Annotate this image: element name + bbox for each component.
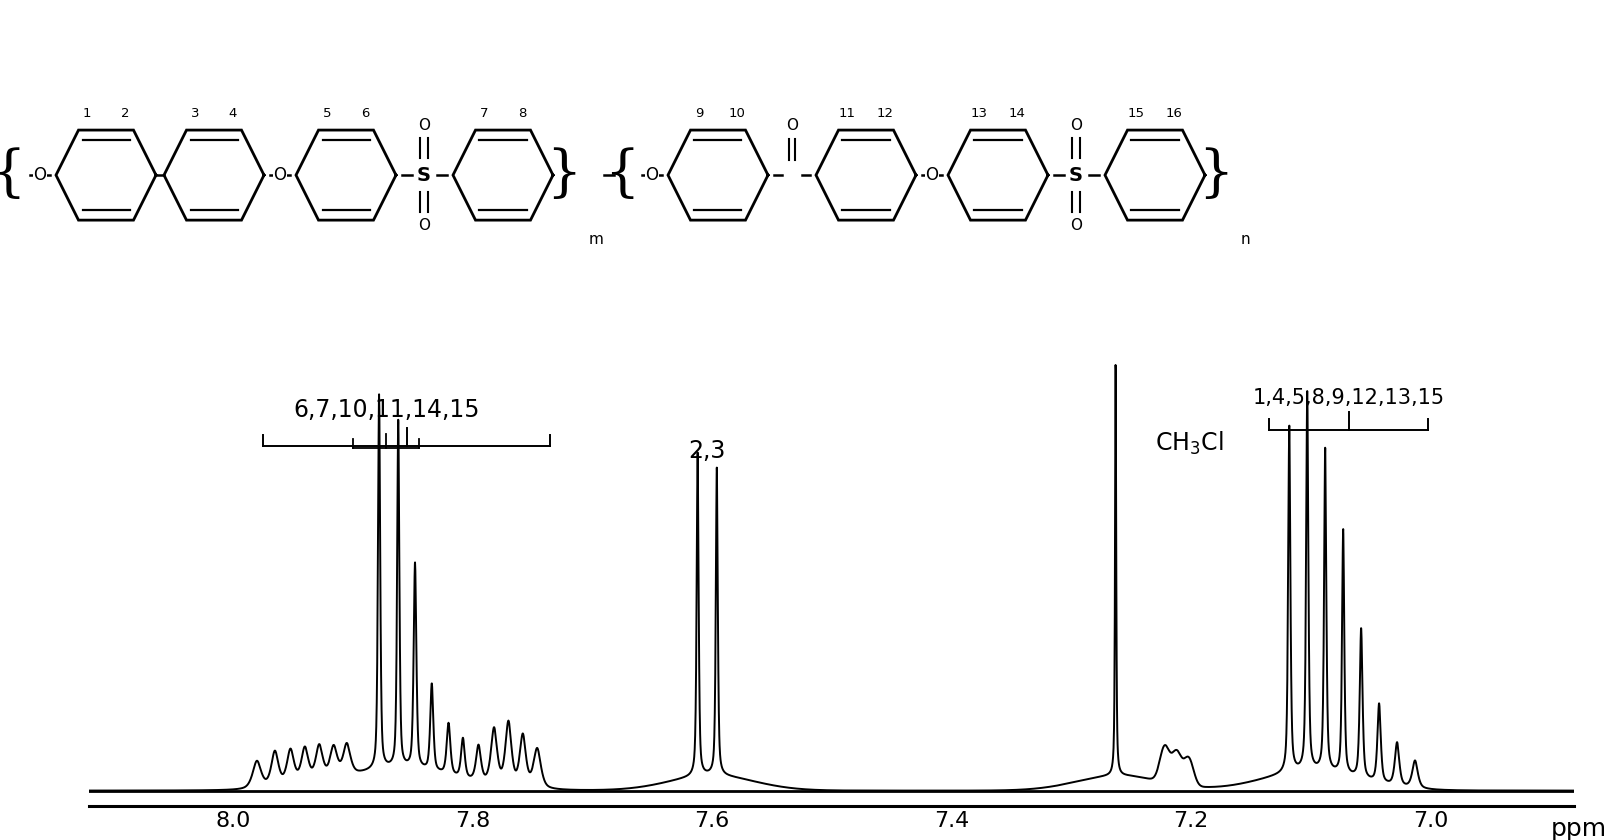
- Text: 13: 13: [971, 107, 987, 120]
- Text: }: }: [1198, 148, 1233, 202]
- Text: 12: 12: [876, 107, 894, 120]
- Text: n: n: [1242, 232, 1251, 247]
- Text: O: O: [925, 166, 938, 184]
- Text: {: {: [604, 148, 639, 202]
- Text: 7: 7: [480, 107, 489, 120]
- Text: ppm: ppm: [1550, 817, 1607, 840]
- Text: O: O: [1070, 118, 1083, 133]
- Text: 8: 8: [518, 107, 526, 120]
- Text: S: S: [1070, 165, 1083, 185]
- Text: 14: 14: [1008, 107, 1026, 120]
- Text: O: O: [274, 166, 287, 184]
- Text: 4: 4: [229, 107, 237, 120]
- Text: O: O: [646, 166, 659, 184]
- Text: 10: 10: [729, 107, 745, 120]
- Text: m: m: [589, 232, 604, 247]
- Text: 1,4,5,8,9,12,13,15: 1,4,5,8,9,12,13,15: [1253, 388, 1444, 408]
- Text: 16: 16: [1165, 107, 1183, 120]
- Text: O: O: [786, 118, 799, 133]
- Text: O: O: [419, 118, 430, 133]
- Text: {: {: [0, 148, 26, 202]
- Text: O: O: [34, 166, 47, 184]
- Text: CH$_3$Cl: CH$_3$Cl: [1156, 430, 1224, 457]
- Text: 2,3: 2,3: [688, 439, 725, 464]
- Text: O: O: [1070, 218, 1083, 233]
- Text: 1: 1: [83, 107, 91, 120]
- Text: 5: 5: [323, 107, 331, 120]
- Text: O: O: [419, 218, 430, 233]
- Text: }: }: [547, 148, 581, 202]
- Text: 9: 9: [695, 107, 703, 120]
- Text: 2: 2: [120, 107, 130, 120]
- Text: 3: 3: [192, 107, 200, 120]
- Text: 6: 6: [360, 107, 368, 120]
- Text: 11: 11: [839, 107, 855, 120]
- Text: S: S: [417, 165, 432, 185]
- Text: 15: 15: [1128, 107, 1144, 120]
- Text: 6,7,10,11,14,15: 6,7,10,11,14,15: [294, 398, 479, 422]
